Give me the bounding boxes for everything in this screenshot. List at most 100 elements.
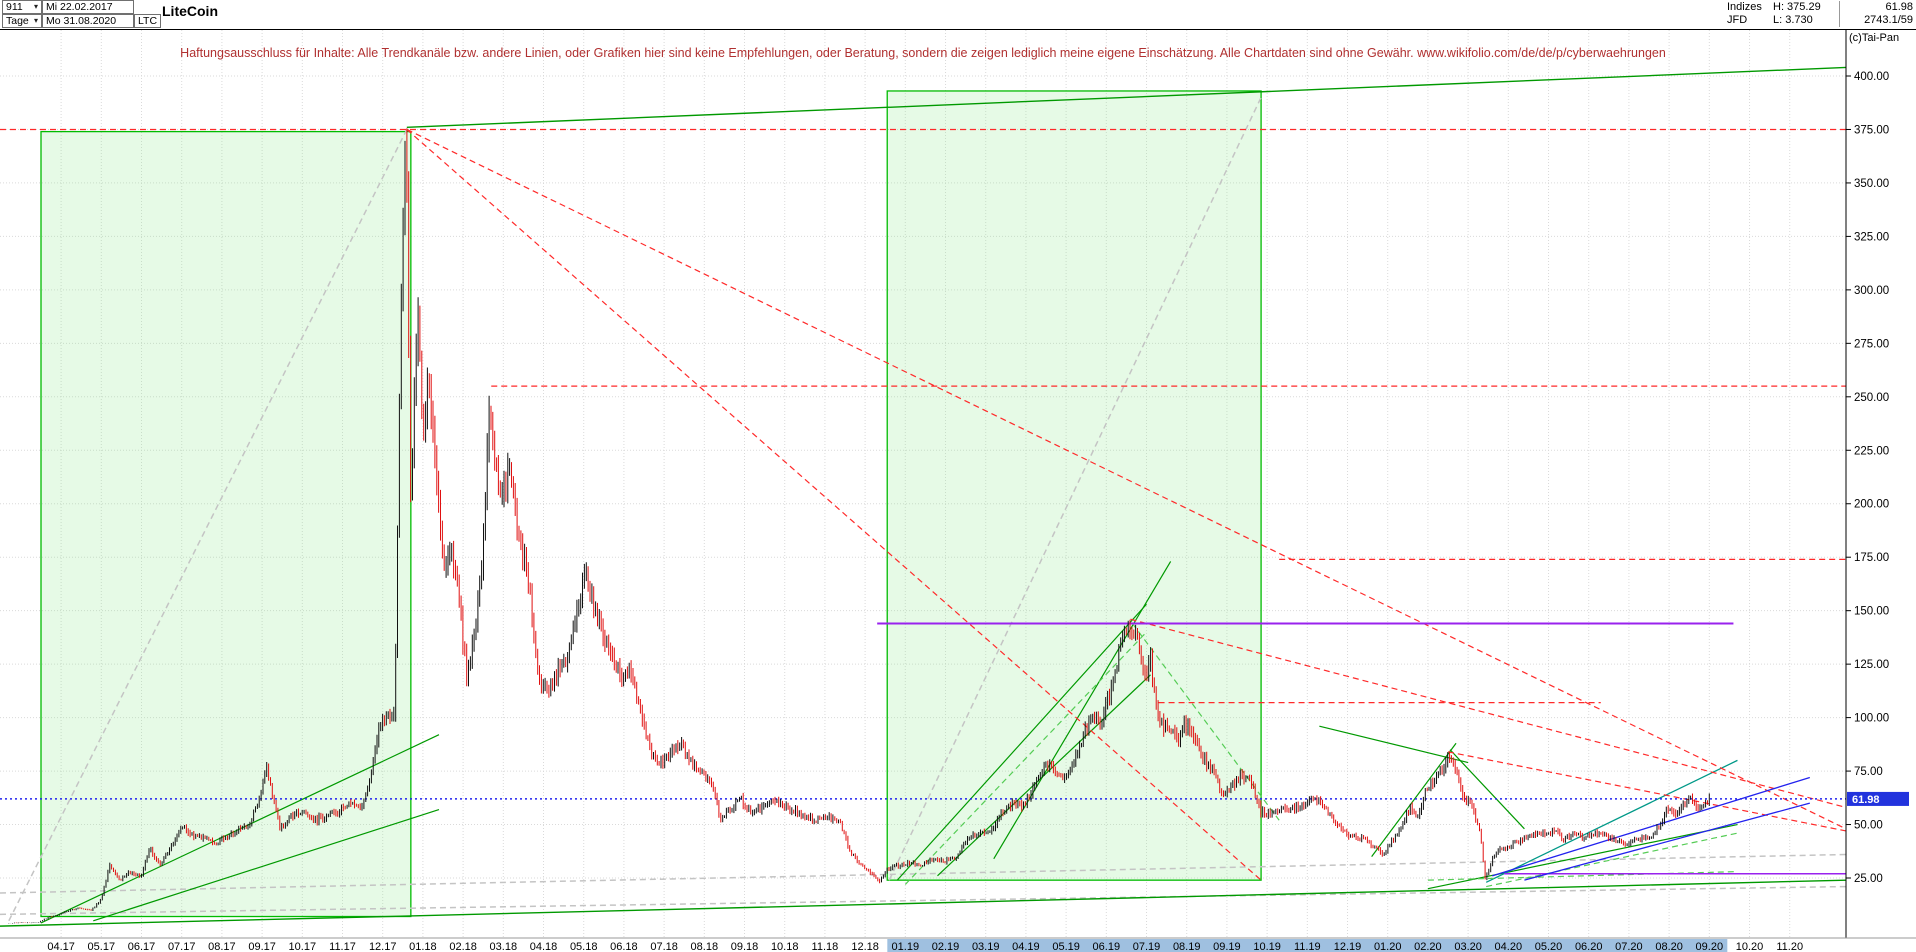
end-date-field[interactable]: Mo 31.08.2020 [42,14,134,28]
x-tick-label: 04.19 [1012,941,1040,952]
last-price-badge [1847,791,1909,806]
y-tick-label: 175.00 [1854,552,1889,564]
x-tick-label: 07.19 [1133,941,1161,952]
x-tick-label: 07.17 [168,941,196,952]
red-trendline [1130,618,1847,809]
x-tick-label: 01.20 [1374,941,1402,952]
x-tick-label: 02.19 [932,941,960,952]
y-tick-label: 200.00 [1854,499,1889,511]
x-tick-label: 09.18 [731,941,759,952]
quote-info: Indizes H: 375.29 61.98 JFD L: 3.730 274… [1727,1,1913,27]
gray-trendline [0,853,1847,894]
trend-lines [0,66,1847,927]
green-trendline [896,603,1147,881]
x-tick-label: 05.17 [88,941,116,952]
x-tick-label: 07.18 [650,941,678,952]
last-price-value: 61.98 [1839,1,1913,14]
copyright-label: (c)Tai-Pan [1849,32,1900,44]
green-trendline [1319,725,1469,764]
y-tick-label: 375.00 [1854,124,1889,136]
y-tick-label: 325.00 [1854,231,1889,243]
exchange-label: Indizes [1727,1,1762,13]
blue-trendline [1492,776,1811,877]
period-select[interactable]: Tage ▾ [2,14,42,28]
x-tick-label: 11.20 [1776,941,1803,952]
date-highlight-band [887,939,1728,952]
y-axis: 400.00 375.00 350.00 325.00 300.00 275.00 250.… [1845,30,1909,938]
x-tick-label: 03.19 [972,941,1000,952]
blue-trendline [1524,802,1810,881]
x-tick-label: 04.20 [1495,941,1523,952]
x-tick-label: 05.20 [1535,941,1563,952]
y-tick-label: 50.00 [1854,820,1883,832]
top-bar: 911 ▾ Mi 22.02.2017 Tage ▾ Mo 31.08.2020… [0,0,1916,30]
y-tick-label: 250.00 [1854,392,1889,404]
y-tick-label: 125.00 [1854,659,1889,671]
gray-trendline [0,885,1847,916]
x-tick-label: 08.18 [691,941,719,952]
symbol-field[interactable]: LTC [134,14,162,28]
x-axis: 04.17 05.17 06.17 07.17 08.17 09.17 10.17 11.17… [0,937,1916,952]
x-tick-label: 07.20 [1615,941,1643,952]
gray-trendline [8,129,408,922]
x-tick-label: 09.19 [1213,941,1241,952]
x-tick-label: 02.20 [1414,941,1442,952]
green-trendline [406,66,1847,129]
green-trendline [93,809,440,922]
bars-count-select[interactable]: 911 ▾ [2,0,42,14]
y-tick-label: 225.00 [1854,445,1889,457]
y-tick-label: 300.00 [1854,285,1889,297]
x-tick-label: 10.17 [289,941,317,952]
y-tick-label: 25.00 [1854,873,1883,885]
volume-value: 2743.1/59 [1839,14,1913,27]
x-tick-label: 06.19 [1093,941,1121,952]
y-tick-label: 150.00 [1854,606,1889,618]
green-trendline [0,879,1847,927]
x-tick-label: 12.17 [369,941,397,952]
x-tick-label: 03.18 [490,941,518,952]
x-tick-label: 03.20 [1454,941,1482,952]
x-tick-label: 09.20 [1696,941,1724,952]
green_light-trendline [904,631,1147,885]
x-tick-label: 06.20 [1575,941,1603,952]
x-tick-label: 12.19 [1334,941,1362,952]
start-date-field[interactable]: Mi 22.02.2017 [42,0,134,14]
y-tick-label: 350.00 [1854,178,1889,190]
green-trendline [1449,749,1525,830]
chevron-down-icon: ▾ [33,2,38,11]
x-tick-label: 11.18 [812,941,839,952]
green-trendline [40,734,440,924]
period-high-label: H: 375.29 [1773,1,1821,13]
x-tick-label: 05.19 [1052,941,1080,952]
green-trendline [1371,742,1457,857]
x-tick-label: 11.17 [329,941,356,952]
x-tick-label: 04.17 [47,941,75,952]
x-tick-label: 06.18 [610,941,638,952]
x-tick-label: 05.18 [570,941,598,952]
projection-box [40,130,412,918]
grid [0,30,1846,938]
broker-label: JFD [1727,14,1748,26]
x-tick-label: 09.17 [248,941,276,952]
red-trendline [406,128,1847,830]
x-tick-label: 08.20 [1655,941,1683,952]
x-tick-label: 01.19 [892,941,920,952]
green_light-trendline [1427,870,1738,881]
instrument-title: LiteCoin [162,3,218,19]
x-tick-label: 12.18 [851,941,879,952]
x-tick-label: 11.19 [1294,941,1321,952]
x-tick-label: 08.17 [208,941,236,952]
x-tick-label: 04.18 [530,941,558,952]
y-tick-label: 400.00 [1854,71,1889,83]
up-candles [8,140,1710,924]
x-tick-label: 01.18 [409,941,437,952]
price-chart-canvas[interactable]: 400.00 375.00 350.00 325.00 300.00 275.00 250.… [0,30,1916,952]
x-tick-label: 10.19 [1253,941,1281,952]
y-tick-label: 275.00 [1854,338,1889,350]
last-price-badge-text: 61.98 [1852,794,1880,806]
x-tick-label: 02.18 [449,941,477,952]
teal-trendline [1485,759,1738,883]
x-tick-label: 10.18 [771,941,799,952]
period-value: Tage [6,15,29,27]
gray-trendline [888,97,1262,881]
